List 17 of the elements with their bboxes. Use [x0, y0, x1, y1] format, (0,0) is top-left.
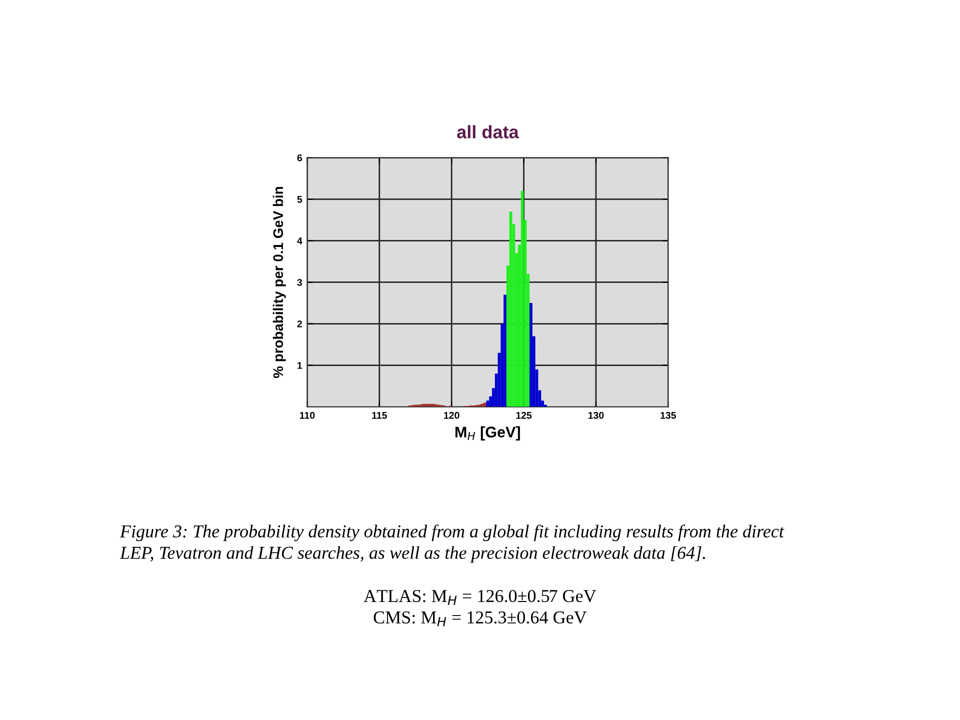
y-tick-label: 4 — [297, 238, 302, 244]
x-axis-title: M$_{H}$ [GeV] — [455, 426, 520, 441]
y-axis-title: % probability per 0.1 GeV bin — [272, 187, 286, 378]
x-tick-label: 115 — [372, 412, 387, 419]
y-tick-label: 1 — [298, 362, 302, 369]
y-tick-label: 2 — [297, 320, 302, 328]
x-tick-label: 125 — [516, 412, 532, 419]
x-tick-label: 120 — [444, 412, 460, 419]
x-tick-label: 110 — [300, 412, 315, 419]
y-tick-label: 3 — [297, 278, 302, 286]
chart-title: all data — [457, 125, 519, 138]
caption: Figure 3: The probability density obtained from a global fit including results from the direct LEP, Tevatron and LHC searches, as well as the precision electroweak data [64]. — [120, 524, 784, 563]
text: ATLAS: M$_{H}$ = 126.0±0.57 GeV CMS: M$_{H}$ = 125.3±0.64 GeV — [364, 590, 596, 626]
y-tick-label: 6 — [297, 154, 302, 162]
y-tick-label: 5 — [297, 196, 302, 203]
x-tick-label: 130 — [588, 412, 604, 419]
x-tick-label: 135 — [660, 412, 676, 419]
